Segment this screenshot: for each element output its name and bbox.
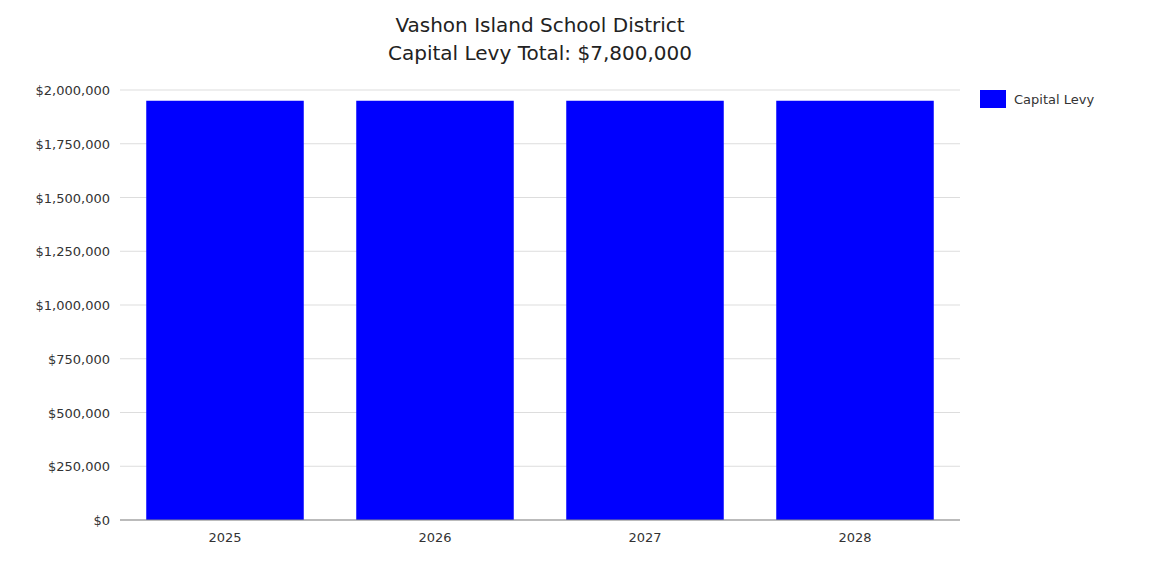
title: Vashon Island School District <box>395 13 684 37</box>
chart-container: Vashon Island School District Capital Lev… <box>0 0 1152 576</box>
bar <box>146 101 304 520</box>
y-axis: $0 $250,000 $500,000 $750,000 $1,000,000 $1,2… <box>36 83 110 528</box>
bars <box>146 101 934 520</box>
x-axis: 2025 2026 2027 2028 <box>120 520 960 545</box>
bar <box>566 101 724 520</box>
legend-label: Capital Levy <box>1014 92 1094 107</box>
x-tick-label: 2026 <box>418 530 451 545</box>
y-tick-label: $0 <box>93 513 110 528</box>
grid <box>120 90 960 520</box>
grid-line <box>120 520 960 521</box>
y-tick-label: $1,750,000 <box>36 137 110 152</box>
bar <box>356 101 514 520</box>
y-tick-label: $1,500,000 <box>36 191 110 206</box>
x-tick-label: 2028 <box>838 530 871 545</box>
x-tick-label: 2025 <box>208 530 241 545</box>
chart-svg: Vashon Island School District Capital Lev… <box>0 0 1152 576</box>
subtitle: Capital Levy Total: $7,800,000 <box>388 41 692 65</box>
y-tick-label: $250,000 <box>48 459 110 474</box>
x-tick-label: 2027 <box>628 530 661 545</box>
x-axis-line <box>120 520 960 521</box>
grid-line <box>120 90 960 91</box>
y-tick-label: $500,000 <box>48 406 110 421</box>
y-tick-label: $750,000 <box>48 352 110 367</box>
legend-swatch <box>980 90 1006 108</box>
bar <box>776 101 934 520</box>
y-tick-label: $2,000,000 <box>36 83 110 98</box>
y-tick-label: $1,250,000 <box>36 244 110 259</box>
y-tick-label: $1,000,000 <box>36 298 110 313</box>
legend: Capital Levy <box>980 90 1094 108</box>
page: {"chart_data": {"type": "bar", "title": … <box>0 0 1152 576</box>
